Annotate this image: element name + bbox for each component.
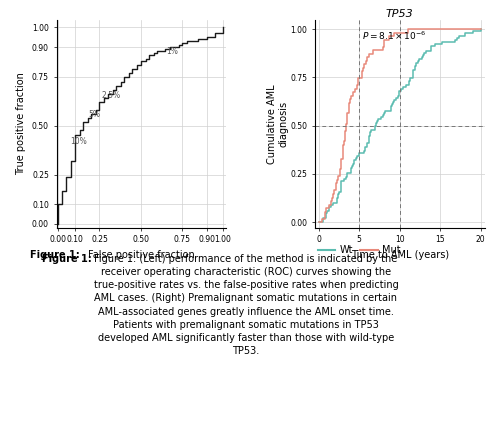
Y-axis label: Cumulative AML
diagnosis: Cumulative AML diagnosis [267,84,289,164]
Legend: Wt, Mut: Wt, Mut [314,241,404,259]
Title: TP53: TP53 [386,9,414,19]
Text: Figure 1:: Figure 1: [42,254,92,264]
Text: Figure 1:: Figure 1: [30,250,79,260]
Y-axis label: True positive fraction: True positive fraction [16,72,27,175]
X-axis label: Time to AML (years): Time to AML (years) [351,250,449,260]
Text: 2.5%: 2.5% [102,91,121,100]
Text: 5%: 5% [89,110,101,119]
X-axis label: False positive fraction: False positive fraction [88,250,195,260]
Text: 10%: 10% [70,137,88,146]
Text: 1%: 1% [166,47,178,56]
Text: $P = 8.1 \times 10^{-6}$: $P = 8.1 \times 10^{-6}$ [362,30,427,43]
Text: Figure 1: (Left) performance of the method is indicated by the
receiver operatin: Figure 1: (Left) performance of the meth… [93,254,399,356]
